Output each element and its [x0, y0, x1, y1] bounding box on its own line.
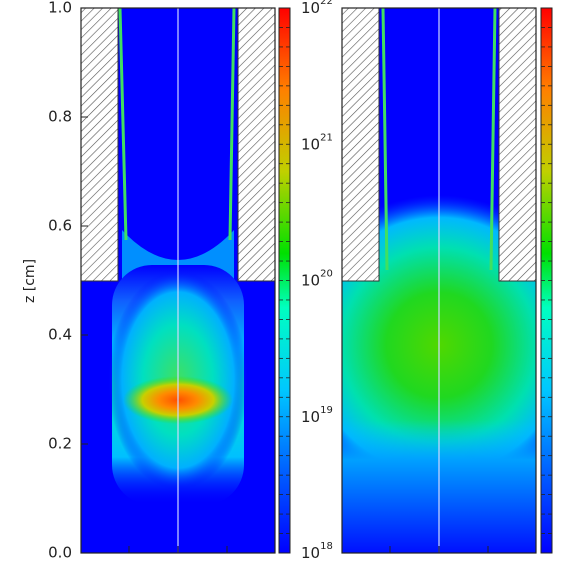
- right-x-ticks: [389, 546, 489, 553]
- right-channel-edge-right: [489, 8, 497, 271]
- left-x-ticks: [128, 546, 228, 553]
- left-y-axis-title: z [cm]: [22, 259, 38, 303]
- right-electrode-left: [341, 7, 380, 282]
- left-channel-edge-left: [118, 8, 128, 241]
- left-y-axis: 0.0 0.2 0.4 0.6 0.8 1.0: [48, 0, 88, 562]
- log-label-base: 10: [301, 0, 320, 17]
- log-label-exponent: 18: [320, 541, 333, 552]
- log-label-exponent: 19: [320, 405, 333, 416]
- colorbar-log-label: 1018: [301, 541, 333, 562]
- log-label-exponent: 21: [320, 132, 333, 143]
- left-y-tick-label: 0.6: [48, 217, 72, 235]
- log-label-exponent: 22: [320, 0, 333, 7]
- log-label-base: 10: [301, 271, 320, 289]
- log-label-base: 10: [301, 407, 320, 425]
- left-y-tick-label: 0.8: [48, 108, 72, 126]
- colorbar-log-label: 1019: [301, 405, 333, 426]
- right-colorbar-ticks: [541, 27, 552, 534]
- colorbar-log-label: 1021: [301, 132, 333, 153]
- left-y-tick-label: 0.4: [48, 326, 72, 344]
- log-label-base: 10: [301, 135, 320, 153]
- left-y-tick-label: 0.2: [48, 435, 72, 453]
- colorbar-log-label: 1022: [301, 0, 333, 17]
- log-label-base: 10: [301, 544, 320, 562]
- left-channel-edge-right: [228, 8, 236, 241]
- left-y-tick-label: 1.0: [48, 0, 72, 17]
- left-y-tick-label: 0.0: [48, 544, 72, 562]
- left-electrode-left: [80, 7, 119, 282]
- log-label-exponent: 20: [320, 269, 333, 280]
- left-colorbar-ticks: [279, 27, 290, 534]
- right-channel-edge-left: [381, 8, 389, 271]
- right-electrode-right: [498, 7, 537, 282]
- left-electrode-right: [237, 7, 276, 282]
- colorbar-log-label: 1020: [301, 269, 333, 290]
